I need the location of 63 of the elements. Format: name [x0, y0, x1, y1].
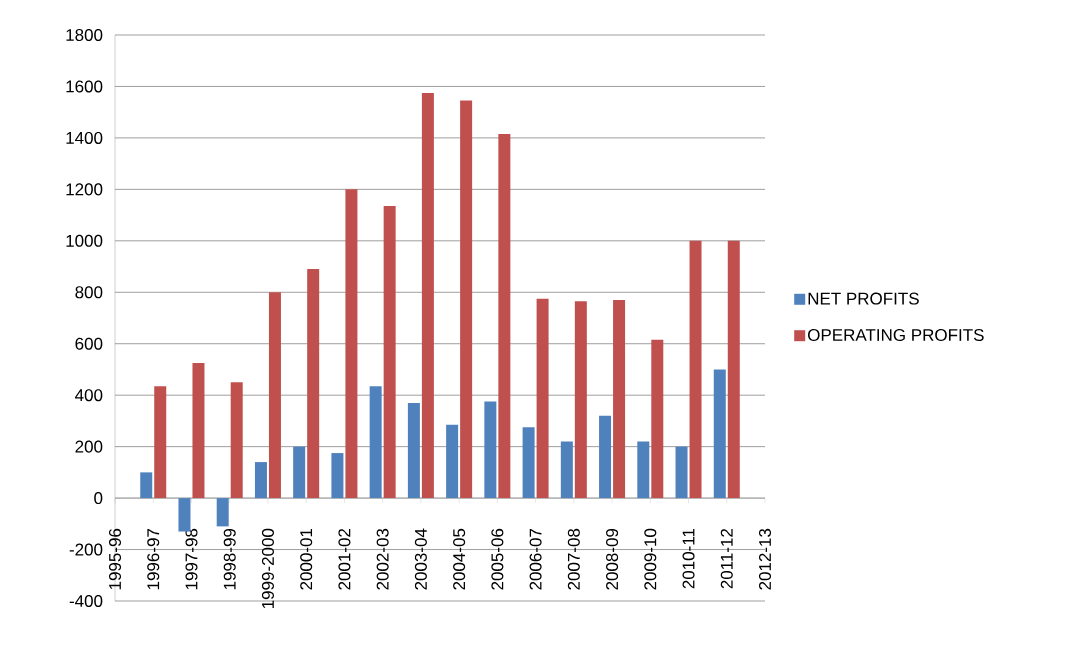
- bar: [331, 453, 344, 499]
- x-tick-label: 1996-97: [147, 528, 160, 590]
- y-tick-label: 800: [75, 286, 103, 299]
- bar: [293, 446, 306, 499]
- bar: [460, 100, 473, 499]
- bar: [140, 472, 153, 499]
- y-tick-label: 1800: [66, 28, 103, 42]
- bar: [154, 386, 167, 499]
- x-tick-label: 2011-12: [720, 528, 733, 589]
- x-tick-label: 2006-07: [529, 528, 542, 590]
- bar: [689, 240, 702, 499]
- x-tick-label: 2008-09: [606, 528, 619, 590]
- y-tick-label: 1000: [66, 234, 103, 247]
- bar: [254, 462, 267, 499]
- x-tick-label: 2000-01: [300, 528, 313, 590]
- x-tick-label: 2004-05: [453, 528, 466, 590]
- legend-label: OPERATING PROFITS: [808, 329, 984, 342]
- x-tick-label: 1999-2000: [261, 528, 274, 609]
- bar: [369, 386, 382, 499]
- x-tick-label: 2012-13: [758, 528, 772, 590]
- y-tick-label: 1400: [66, 131, 103, 144]
- bar: [345, 189, 358, 499]
- bar: [498, 134, 511, 499]
- bar: [613, 299, 626, 499]
- x-tick-label: 2001-02: [338, 528, 351, 590]
- x-tick-label: 1997-98: [185, 528, 198, 590]
- y-tick-label: 600: [75, 337, 103, 350]
- bar: [651, 339, 664, 499]
- bar: [599, 415, 612, 499]
- x-tick-label: 2010-11: [682, 528, 695, 589]
- bar: [407, 402, 420, 499]
- bar: [484, 401, 497, 499]
- bar: [192, 363, 205, 499]
- x-tick-label: 1998-99: [223, 528, 236, 590]
- bar: [216, 498, 229, 527]
- x-tick-label: 2007-08: [567, 528, 580, 590]
- x-tick-label: 1995-96: [108, 528, 122, 590]
- x-tick-label: 2003-04: [414, 528, 427, 590]
- bar: [446, 424, 459, 499]
- y-tick-label: 200: [75, 440, 103, 453]
- x-tick-label: 2002-03: [376, 528, 389, 590]
- bar: [713, 369, 726, 499]
- bar: [574, 301, 587, 499]
- x-tick-label: 2005-06: [491, 528, 504, 590]
- bar: [421, 92, 434, 499]
- y-tick-label: 1200: [66, 183, 103, 196]
- bar: [675, 446, 688, 499]
- y-tick-label: 0: [94, 492, 103, 505]
- bar: [637, 441, 650, 499]
- x-tick-label: 2009-10: [644, 528, 657, 590]
- bar: [522, 427, 535, 499]
- bar: [536, 298, 549, 499]
- bar: [307, 269, 320, 499]
- legend-label: NET PROFITS: [808, 292, 919, 305]
- y-tick-label: 400: [75, 389, 103, 402]
- y-tick-label: -400: [69, 594, 103, 608]
- bar: [268, 292, 281, 499]
- bar: [230, 382, 243, 499]
- bar: [383, 206, 396, 499]
- y-tick-label: 1600: [66, 80, 103, 93]
- bar: [727, 240, 740, 499]
- y-tick-label: -200: [69, 543, 103, 556]
- bar: [560, 441, 573, 499]
